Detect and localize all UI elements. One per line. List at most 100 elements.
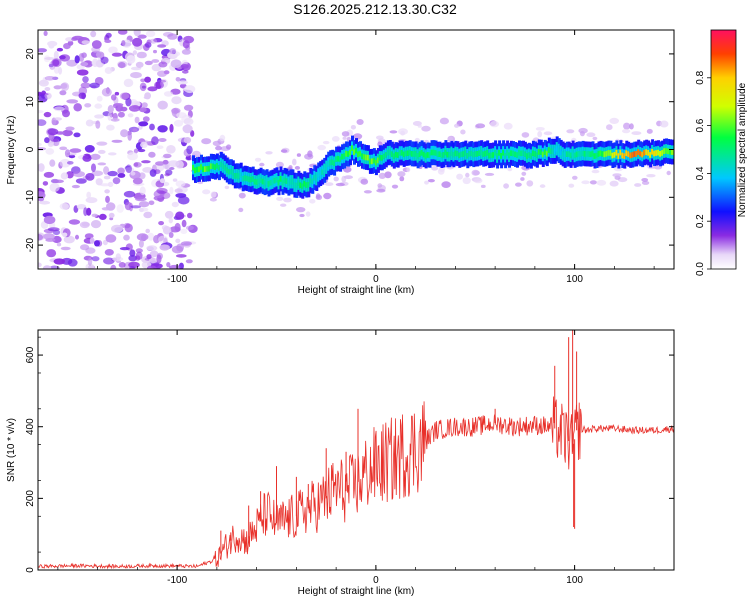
noise-blob — [38, 119, 47, 126]
halo-blob — [589, 180, 597, 185]
noise-blob — [139, 82, 147, 92]
noise-blob — [80, 82, 91, 89]
noise-blob — [90, 220, 102, 229]
noise-blob — [162, 226, 172, 235]
noise-blob — [181, 49, 191, 55]
ridge-core — [247, 176, 251, 183]
halo-blob — [276, 196, 284, 201]
noise-blob — [85, 263, 95, 269]
ridge-core — [593, 153, 597, 159]
noise-blob — [147, 86, 158, 92]
noise-blob — [120, 106, 128, 112]
ridge-core — [603, 151, 607, 158]
noise-blob — [168, 217, 173, 224]
noise-blob — [116, 204, 124, 213]
noise-blob — [103, 175, 111, 180]
ridge-core — [205, 166, 209, 172]
halo-blob — [238, 207, 244, 213]
halo-blob — [259, 162, 265, 167]
y-tick-label: 200 — [25, 490, 36, 507]
ridge-core — [657, 149, 661, 156]
noise-blob — [145, 30, 156, 37]
y-tick-label: 20 — [25, 48, 36, 60]
noise-blob — [98, 149, 106, 154]
y-tick-label: 0 — [25, 146, 36, 152]
y-tick-label: -10 — [25, 190, 36, 205]
halo-blob — [543, 131, 553, 136]
halo-blob — [360, 178, 369, 185]
halo-blob — [399, 176, 405, 182]
noise-blob — [52, 235, 62, 244]
ridge-core — [430, 149, 434, 156]
y-tick-label: 10 — [25, 96, 36, 108]
ridge-core — [444, 149, 448, 156]
ridge-core — [295, 182, 299, 189]
ridge-core — [563, 152, 567, 159]
ridge-core — [418, 151, 422, 157]
noise-blob — [75, 178, 87, 184]
ridge-core — [442, 152, 446, 158]
ridge-core — [225, 167, 229, 173]
halo-blob — [275, 161, 284, 168]
ridge-core — [450, 150, 454, 157]
ridge-core — [394, 151, 398, 158]
noise-blob — [67, 161, 74, 165]
noise-blob — [102, 239, 108, 246]
noise-blob — [169, 186, 174, 195]
ridge-core — [253, 178, 257, 185]
ridge-core — [452, 151, 456, 158]
noise-blob — [38, 48, 47, 53]
noise-blob — [89, 237, 95, 244]
ridge-core — [428, 152, 432, 158]
noise-blob — [97, 162, 107, 166]
chart-title: S126.2025.212.13.30.C32 — [293, 1, 457, 17]
ridge-core — [480, 149, 484, 156]
halo-blob — [462, 177, 471, 185]
ridge-core — [464, 150, 468, 156]
ridge-core — [404, 150, 408, 157]
ridge-core — [649, 152, 653, 158]
ridge-core — [512, 150, 515, 157]
halo-blob — [333, 176, 339, 182]
noise-blob — [71, 35, 84, 41]
noise-blob — [183, 104, 194, 111]
noise-blob — [59, 55, 66, 60]
noise-blob — [181, 219, 187, 228]
noise-blob — [136, 233, 149, 241]
snr-x-label: Height of straight line (km) — [298, 586, 415, 597]
ridge-core — [337, 155, 341, 162]
ridge-core — [645, 149, 649, 155]
ridge-core — [440, 152, 444, 159]
noise-blob — [113, 103, 124, 107]
noise-blob — [105, 234, 117, 243]
noise-blob — [166, 145, 176, 154]
noise-blob — [171, 201, 179, 208]
ridge-core — [478, 150, 482, 156]
halo-blob — [465, 172, 470, 178]
noise-blob — [100, 56, 109, 64]
noise-blob — [61, 257, 73, 265]
halo-blob — [210, 191, 217, 198]
halo-blob — [377, 183, 383, 188]
ridge-core — [571, 150, 575, 156]
colorbar-tick-label: 0.8 — [695, 70, 706, 84]
halo-blob — [201, 138, 212, 145]
noise-blob — [53, 65, 60, 74]
ridge-core — [504, 152, 508, 159]
noise-blob — [173, 119, 184, 127]
halo-blob — [484, 172, 495, 176]
ridge-core — [251, 176, 255, 182]
noise-blob — [127, 152, 138, 161]
ridge-core — [243, 175, 247, 181]
noise-blob — [167, 33, 178, 40]
halo-blob — [341, 131, 350, 137]
ridge-core — [416, 153, 420, 159]
noise-blob — [108, 212, 115, 218]
ridge-core — [209, 163, 213, 170]
noise-blob — [172, 178, 178, 182]
ridge-core — [589, 151, 593, 158]
snr-y-label: SNR (10 * v/v) — [6, 418, 17, 482]
halo-blob — [456, 173, 463, 180]
ridge-core — [661, 150, 665, 156]
